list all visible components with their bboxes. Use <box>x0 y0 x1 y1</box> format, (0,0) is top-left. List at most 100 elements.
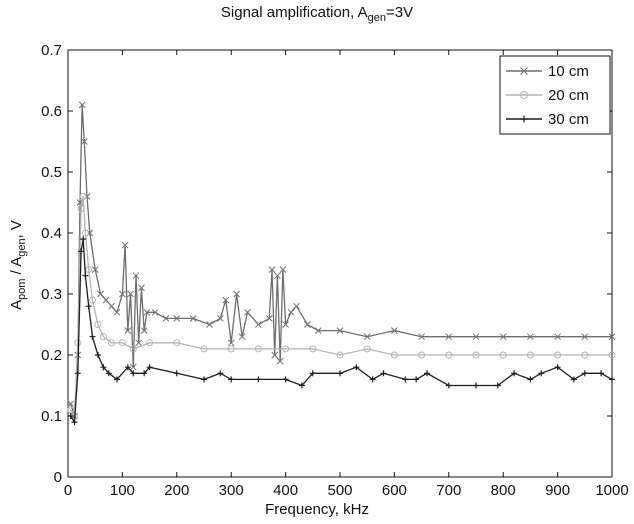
legend-marker-0 <box>520 67 528 75</box>
series-0-point-18 <box>132 272 140 280</box>
chart-title-subscript: gen <box>367 12 386 24</box>
y-axis-label-sub2: gen <box>16 238 28 257</box>
series-1-point-22 <box>390 351 398 359</box>
series-0-point-53 <box>527 333 534 341</box>
series-1-point-26 <box>499 351 507 359</box>
series-0-point-36 <box>268 266 276 273</box>
series-0-point-21 <box>140 327 148 334</box>
series-0-point-51 <box>472 333 480 341</box>
series-0-point-39 <box>276 357 284 365</box>
series-1-point-30 <box>608 351 616 359</box>
series-0-point-48 <box>391 327 398 334</box>
series-2-point-31 <box>445 382 452 389</box>
x-tick-label-10: 1000 <box>595 482 628 499</box>
series-0-point-12 <box>113 308 121 316</box>
series-0-point-20 <box>138 284 145 292</box>
legend-label-1: 20 cm <box>548 87 589 104</box>
y-tick-label-4: 0.4 <box>41 225 62 242</box>
x-tick-label-4: 400 <box>273 482 298 499</box>
series-0-point-10 <box>102 296 110 304</box>
series-0-point-47 <box>363 333 371 341</box>
series-2-point-23 <box>309 370 316 377</box>
series-1-point-18 <box>282 345 290 353</box>
y-tick-label-2: 0.2 <box>41 347 62 364</box>
series-0-point-4 <box>78 101 86 109</box>
series-0-point-30 <box>227 339 235 347</box>
series-2-point-18 <box>217 370 224 377</box>
series-0-point-25 <box>173 315 181 322</box>
x-tick-label-0: 0 <box>64 482 72 499</box>
series-0-point-14 <box>121 241 129 249</box>
series-2-point-1 <box>71 419 78 426</box>
series-1-point-13 <box>146 339 154 347</box>
series-0-point-22 <box>143 308 151 316</box>
series-0-point-8 <box>91 266 99 273</box>
series-0-point-19 <box>135 339 143 347</box>
series-2-point-28 <box>402 376 409 383</box>
series-2-point-17 <box>201 376 207 383</box>
series-0-point-15 <box>124 327 132 334</box>
series-2-point-11 <box>113 376 120 383</box>
series-2-point-37 <box>554 364 561 371</box>
series-0-point-23 <box>151 308 159 316</box>
series-2-point-27 <box>380 370 387 377</box>
x-tick-label-1: 100 <box>110 482 135 499</box>
series-1-point-9 <box>99 333 107 341</box>
series-0-point-45 <box>314 327 322 334</box>
series-2-point-21 <box>282 376 289 383</box>
series-2-point-15 <box>146 364 153 371</box>
series-2-point-38 <box>570 376 577 383</box>
series-0-point-56 <box>608 333 616 341</box>
series-2-point-19 <box>228 376 235 383</box>
chart-title: Signal amplification, Agen=3V <box>0 4 634 24</box>
series-0-point-24 <box>162 315 170 322</box>
series-2-point-32 <box>473 382 479 389</box>
series-2-point-10 <box>105 370 112 377</box>
series-2-point-34 <box>511 370 518 377</box>
series-1-point-11 <box>118 339 126 347</box>
series-1-point-17 <box>254 345 262 353</box>
series-1-point-5 <box>81 229 89 237</box>
series-0-point-44 <box>304 321 311 328</box>
series-2-point-5 <box>82 272 89 279</box>
series-0-point-46 <box>336 327 344 334</box>
series-2-point-30 <box>424 370 431 377</box>
series-1-point-21 <box>363 345 371 353</box>
y-axis-label-part2: / A <box>8 256 25 279</box>
series-0-point-27 <box>206 321 213 328</box>
legend-marker-1 <box>520 91 528 99</box>
series-1-point-0 <box>67 406 75 414</box>
y-axis-label-part1: A <box>8 299 25 310</box>
series-2-point-26 <box>369 376 376 383</box>
plot-layer: 0 100 200 300 400 500 600 700 800 900 1000 0 0.1 0.2 0… <box>41 42 629 499</box>
series-0-point-42 <box>287 308 295 316</box>
series-2-point-6 <box>85 303 92 310</box>
series-0-point-43 <box>293 302 300 310</box>
series-2-point-13 <box>130 370 137 377</box>
series-1-point-28 <box>554 351 562 359</box>
x-tick-label-2: 200 <box>164 482 189 499</box>
y-tick-label-3: 0.3 <box>41 286 62 303</box>
series-0-point-55 <box>581 333 589 341</box>
series-2-point-20 <box>255 376 262 383</box>
series-1-point-16 <box>227 345 235 353</box>
legend-label-0: 10 cm <box>548 63 589 80</box>
x-axis-label: Frequency, kHz <box>265 501 369 518</box>
x-tick-label-7: 700 <box>436 482 461 499</box>
series-2-point-2 <box>74 370 81 377</box>
series-0-point-37 <box>271 351 279 359</box>
series-2-point-0 <box>67 413 74 419</box>
series-2-point-36 <box>538 370 545 377</box>
series-0-point-35 <box>265 315 273 322</box>
y-tick-label-6: 0.6 <box>41 103 62 120</box>
series-0-point-16 <box>127 290 134 298</box>
series-1-point-3 <box>77 205 85 213</box>
x-tick-label-5: 500 <box>327 482 352 499</box>
series-0-point-41 <box>282 321 289 328</box>
x-tick-label-6: 600 <box>382 482 407 499</box>
chart-title-prefix: Signal amplification, A <box>220 4 368 21</box>
series-0-point-50 <box>445 333 453 341</box>
series-2-point-9 <box>100 364 107 371</box>
series-2-point-25 <box>353 364 360 371</box>
series-1-point-2 <box>74 339 82 347</box>
